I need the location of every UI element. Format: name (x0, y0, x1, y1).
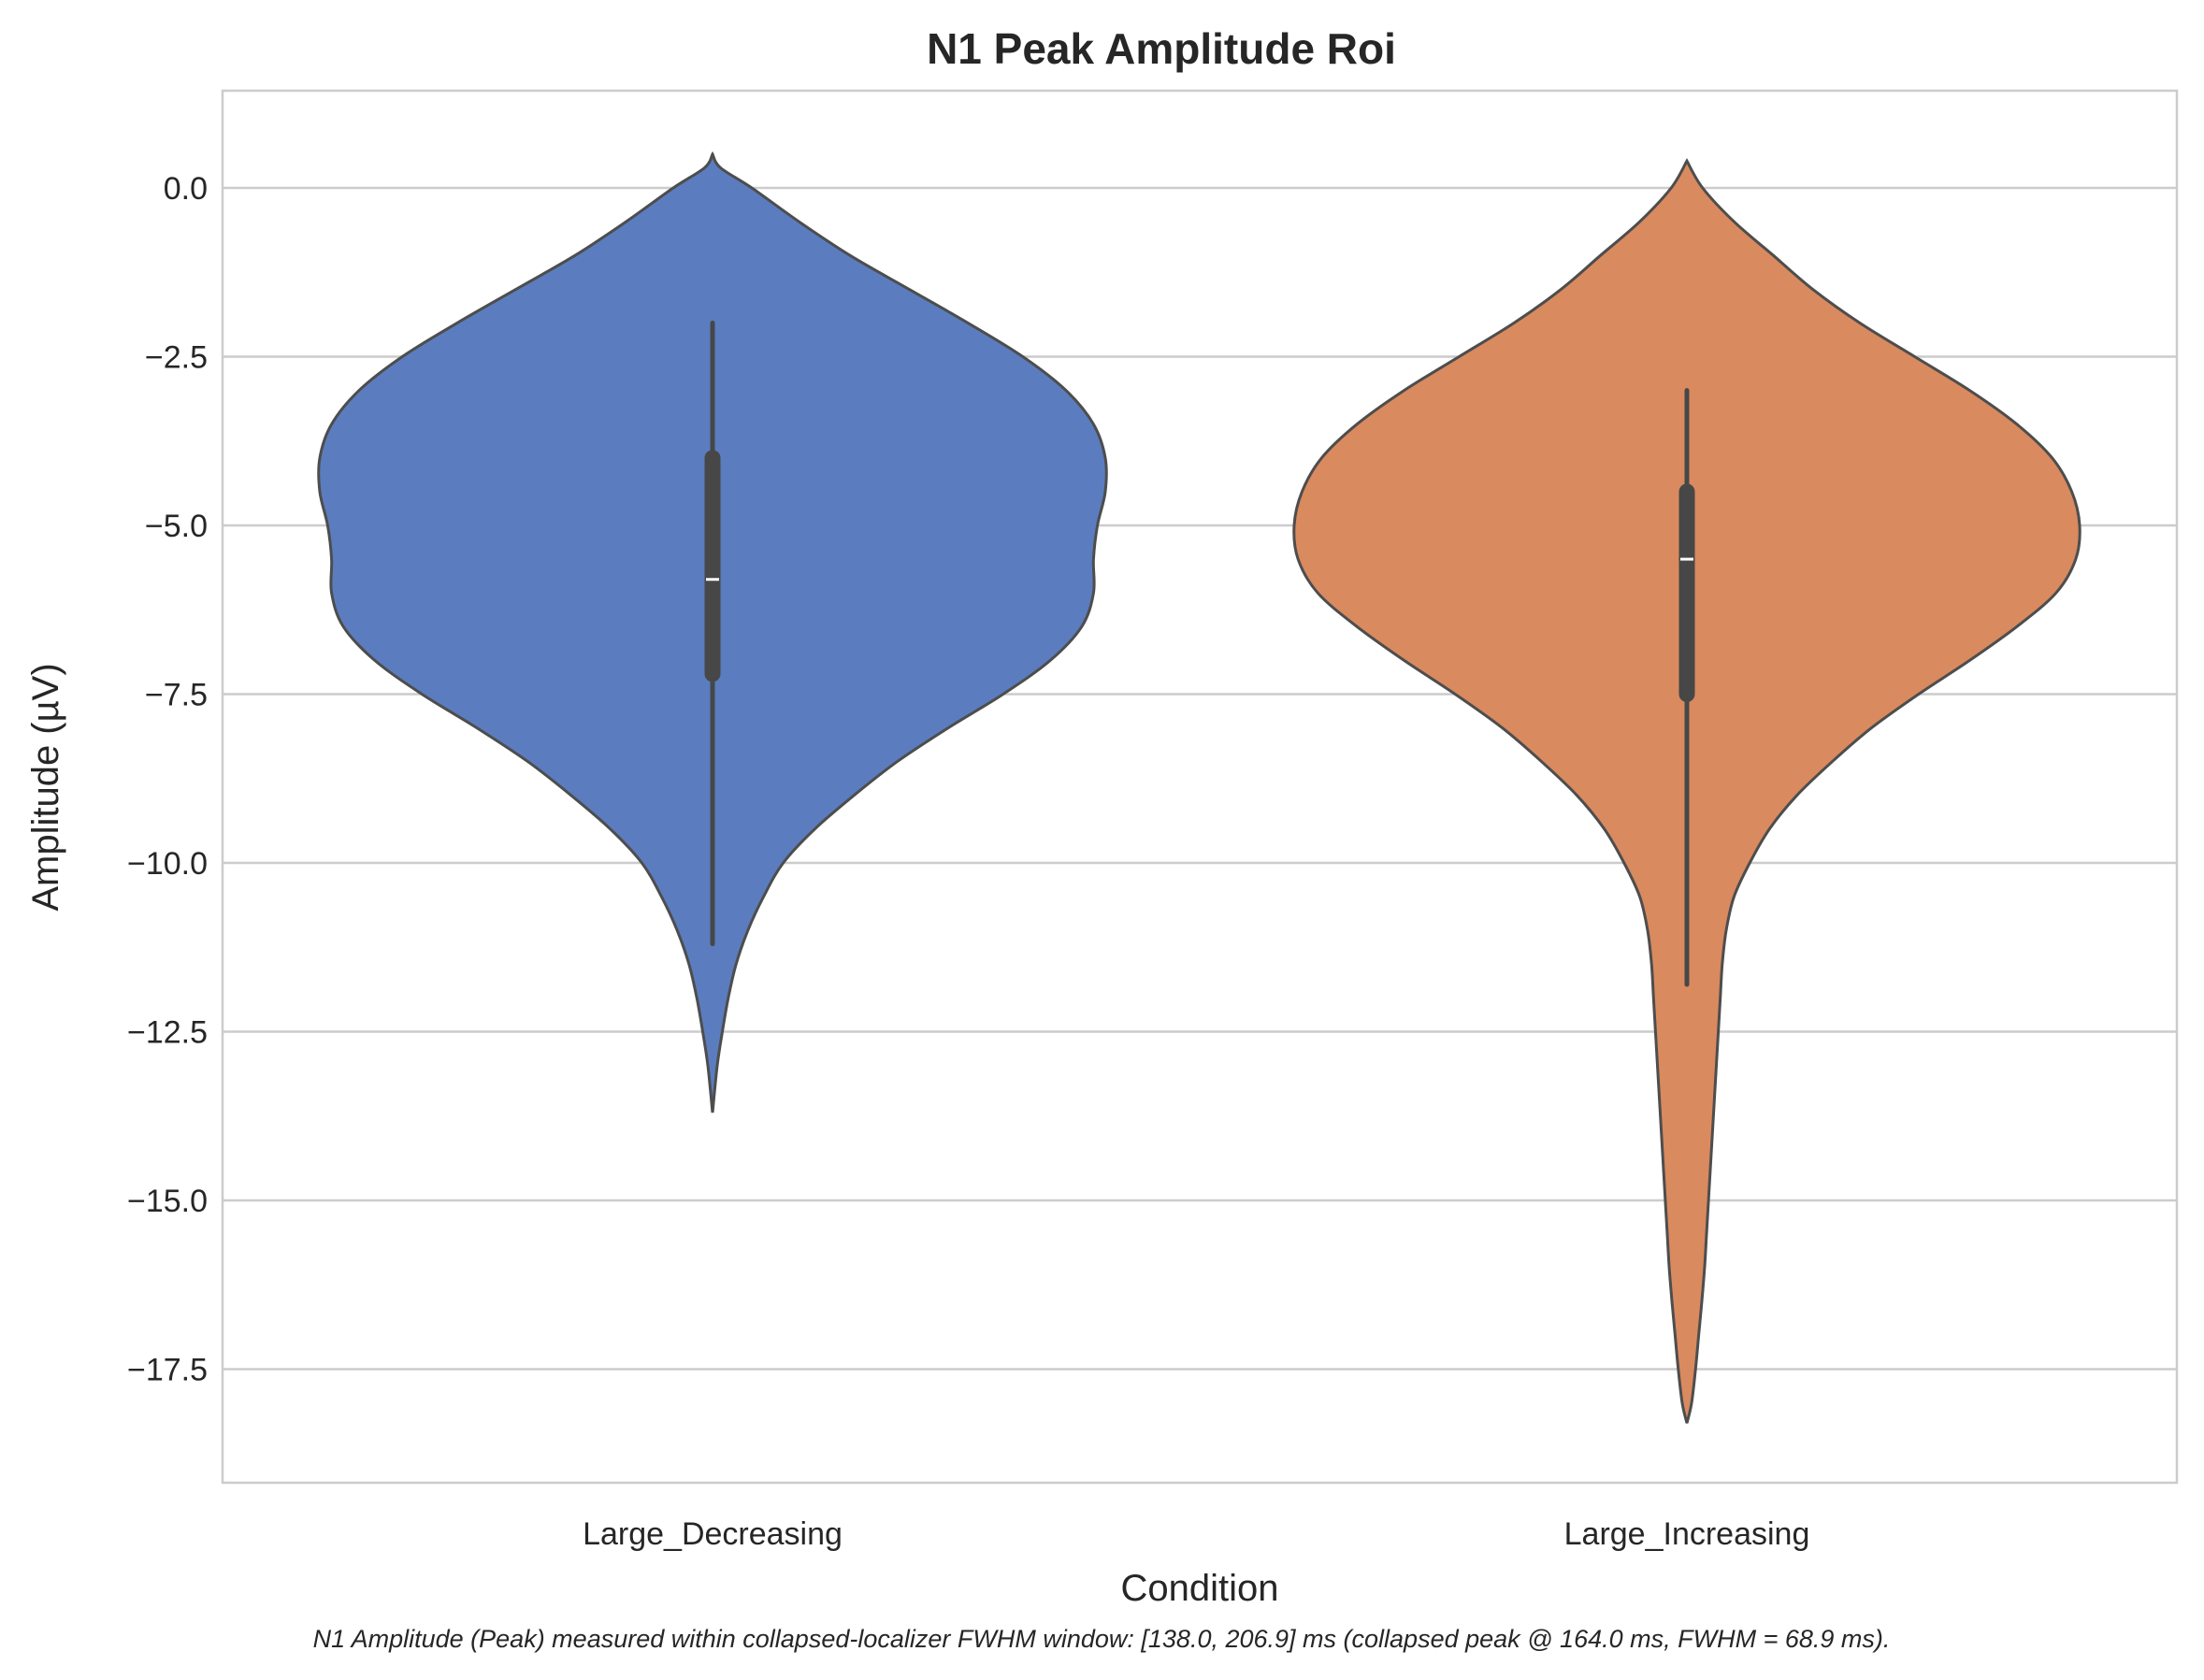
figure-caption: N1 Amplitude (Peak) measured within coll… (313, 1625, 1891, 1653)
y-tick-labels: 0.0 −2.5 −5.0 −7.5 −10.0 −12.5 −15.0 −17.5 (127, 171, 208, 1388)
y-tick-label: −5.0 (145, 509, 208, 544)
x-axis-label: Condition (1120, 1568, 1278, 1609)
y-tick-label: −10.0 (127, 846, 208, 882)
violin-large-increasing (1292, 158, 2082, 1424)
y-tick-label: −17.5 (127, 1353, 208, 1388)
chart-title: N1 Peak Amplitude Roi (927, 24, 1396, 73)
violins (317, 151, 2082, 1424)
plot-frame (221, 89, 2179, 1485)
x-tick-label: Large_Increasing (1564, 1516, 1810, 1552)
x-tick-label: Large_Decreasing (583, 1516, 843, 1552)
y-tick-label: −2.5 (145, 340, 208, 376)
y-tick-label: −12.5 (127, 1015, 208, 1051)
y-axis-label: Amplitude (µV) (25, 663, 66, 911)
y-tick-label: 0.0 (164, 171, 208, 207)
x-tick-labels: Large_Decreasing Large_Increasing (583, 1516, 1809, 1552)
y-tick-label: −15.0 (127, 1184, 208, 1219)
y-tick-label: −7.5 (145, 678, 208, 713)
violin-large-decreasing (317, 151, 1108, 1113)
